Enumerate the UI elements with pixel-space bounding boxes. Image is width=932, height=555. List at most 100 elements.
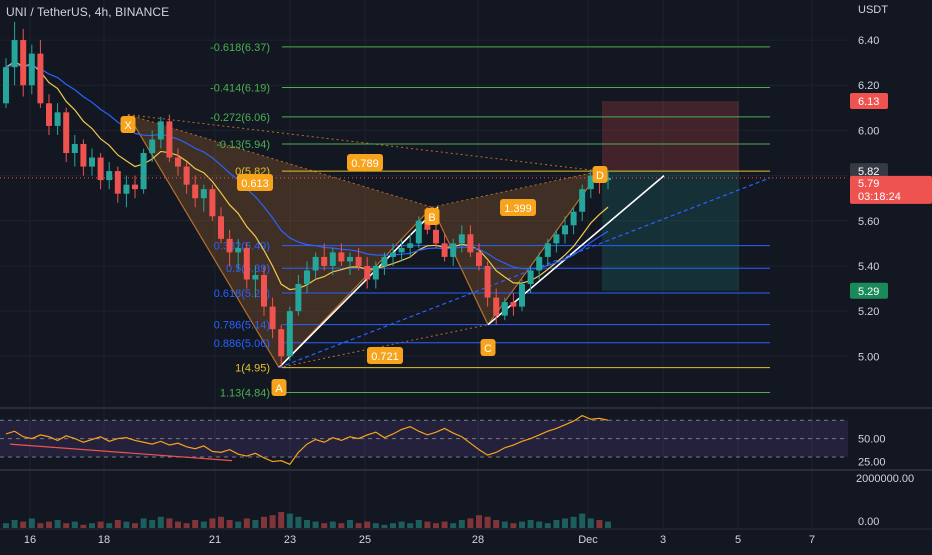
pattern-point-label-bg	[480, 339, 496, 356]
volume-bar	[605, 521, 611, 528]
rsi-line	[5, 414, 609, 466]
volume-bar	[312, 521, 319, 528]
volume-bar	[243, 518, 250, 528]
volume-bar	[97, 521, 104, 528]
price-tag-bg	[850, 282, 888, 299]
volume-bar	[28, 518, 35, 528]
volume-bar	[415, 520, 422, 528]
candle-body	[226, 238, 233, 253]
candle-body	[484, 265, 491, 298]
volume-bar	[372, 523, 379, 528]
volume-bar	[235, 521, 242, 528]
ema-slow-line	[5, 64, 609, 270]
candle-body	[54, 112, 61, 126]
stop-loss-zone	[602, 101, 739, 172]
price-axis-bg	[848, 0, 932, 550]
fib-level-label: -0.618(6.37)	[210, 42, 270, 54]
fib-level-label: 0.886(5.06)	[214, 338, 270, 350]
candle-body	[493, 297, 500, 316]
volume-bar	[71, 521, 78, 528]
candle-body	[269, 306, 276, 330]
volume-bar	[458, 520, 465, 528]
candle-body	[157, 121, 164, 140]
pattern-ratio-line	[127, 114, 601, 172]
candle-body	[329, 252, 336, 266]
fib-level-label: 0.618(5.28)	[214, 288, 270, 300]
time-axis-tick: 3	[660, 534, 666, 546]
volume-bar	[338, 523, 345, 528]
volume-bar	[37, 523, 44, 528]
candle-body	[587, 175, 594, 190]
candle-body	[458, 234, 465, 244]
volume-bar	[501, 521, 508, 528]
countdown-timer: 03:18:24	[858, 191, 901, 203]
price-axis-tick: 6.40	[858, 35, 879, 47]
pattern-point-label-text: X	[124, 120, 132, 132]
candle-body	[605, 177, 611, 181]
pattern-point-label: X	[120, 116, 136, 133]
candles	[3, 22, 611, 368]
volume-bar	[390, 523, 396, 528]
pattern-point-label: D	[592, 166, 608, 183]
axis-currency-label: USDT	[858, 4, 888, 16]
pattern-leg	[431, 206, 489, 325]
volume-bar	[54, 520, 61, 528]
volume-bar	[80, 524, 87, 528]
volume-bar	[544, 523, 551, 528]
candle-body	[390, 252, 396, 257]
fib-level-label: 1.13(4.84)	[220, 387, 270, 399]
volume-bar	[11, 520, 18, 528]
candle-body	[467, 234, 474, 253]
candle-body	[527, 270, 534, 285]
candle-body	[63, 112, 70, 154]
candle-body	[218, 216, 224, 239]
pattern-point-label: A	[271, 379, 287, 396]
pattern-point-label-text: C	[484, 343, 492, 355]
candle-body	[415, 220, 422, 244]
volume-bar	[321, 523, 328, 528]
time-axis-tick: 16	[24, 534, 36, 546]
volume-bar	[218, 516, 224, 528]
candle-body	[149, 139, 156, 154]
candle-body	[562, 225, 568, 235]
price-axis-tick: 5.40	[858, 261, 879, 273]
candle-body	[510, 302, 517, 307]
candle-body	[97, 157, 104, 181]
harmonic-pattern	[127, 114, 601, 369]
volume-bar	[209, 518, 216, 528]
take-profit-zone	[602, 171, 739, 291]
time-axis-tick: 23	[284, 534, 296, 546]
volume-bar	[570, 516, 577, 528]
symbol-title: UNI / TetherUS, 4h, BINANCE	[6, 5, 170, 19]
volume-bar	[484, 516, 491, 528]
volume-axis-tick: 2000000.00	[856, 473, 914, 485]
candle-body	[140, 153, 147, 190]
pattern-point-label-bg	[424, 208, 440, 225]
volume-bar	[381, 524, 388, 528]
volume-bar	[175, 521, 181, 528]
candle-body	[123, 184, 130, 194]
current-price-tag-bg	[850, 175, 932, 204]
volume-bar	[132, 523, 138, 528]
dashed-projection-line	[278, 177, 771, 369]
candle-body	[570, 211, 577, 226]
candle-body	[278, 329, 285, 357]
volume-bar	[183, 523, 190, 528]
candle-body	[372, 265, 379, 280]
pattern-ratio-label-bg	[237, 174, 273, 191]
volume-bar	[355, 523, 362, 528]
candle-body	[441, 243, 448, 257]
candle-body	[243, 247, 250, 280]
volume-bar	[476, 515, 482, 528]
pattern-ratio-label: 0.789	[347, 154, 383, 171]
candle-body	[200, 189, 207, 199]
candle-body	[519, 284, 525, 307]
volume-bar	[398, 521, 405, 528]
candle-body	[355, 256, 362, 266]
price-tag: 5.82	[858, 166, 879, 178]
volume-bar	[295, 516, 302, 528]
pattern-ratio-label-bg	[367, 347, 403, 364]
volume-bar	[114, 520, 121, 528]
